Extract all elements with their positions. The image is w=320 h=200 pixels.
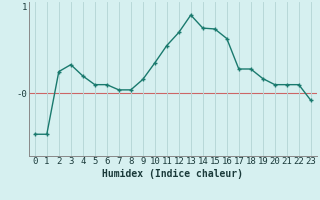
X-axis label: Humidex (Indice chaleur): Humidex (Indice chaleur) <box>102 169 243 179</box>
